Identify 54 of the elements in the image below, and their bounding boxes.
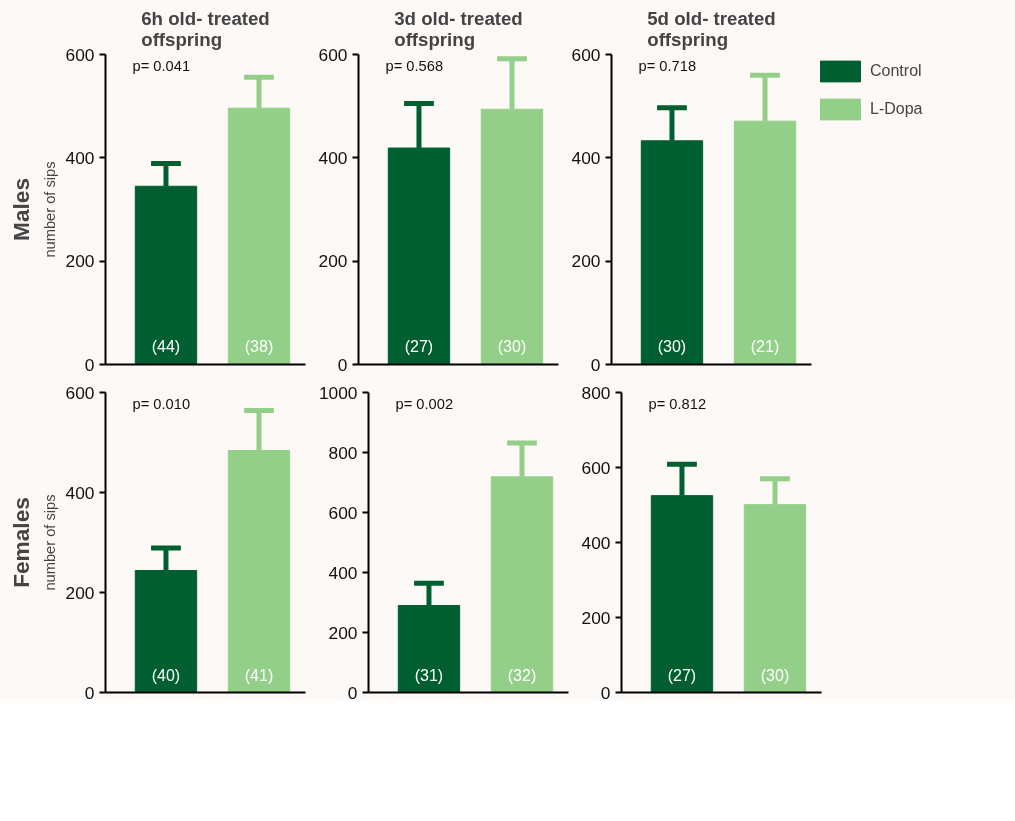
y-tick-label: 200 bbox=[65, 251, 95, 272]
y-tick-label: 400 bbox=[328, 562, 358, 583]
y-axis-title: number of sips bbox=[41, 494, 58, 591]
y-tick-label: 200 bbox=[65, 582, 95, 603]
annotation: (32) bbox=[507, 666, 537, 684]
annotation: (27) bbox=[404, 338, 434, 356]
annotation: (30) bbox=[497, 338, 527, 356]
y-tick-label: 400 bbox=[571, 147, 601, 168]
legend-label: Control bbox=[870, 62, 922, 80]
chart-title: 5d old- treated offspring bbox=[647, 7, 776, 50]
y-tick-label: 400 bbox=[581, 532, 611, 553]
annotation: p= 0.002 bbox=[395, 395, 454, 412]
chart-title: 6h old- treated offspring bbox=[141, 7, 270, 50]
y-tick-label: 800 bbox=[581, 382, 611, 403]
annotation: (40) bbox=[151, 666, 181, 684]
annotation: p= 0.010 bbox=[132, 395, 191, 412]
annotation: p= 0.568 bbox=[385, 57, 444, 74]
text: Males bbox=[7, 178, 34, 241]
y-tick-label: 0 bbox=[84, 682, 95, 703]
y-tick-label: 200 bbox=[581, 607, 611, 628]
y-tick-label: 600 bbox=[65, 44, 95, 65]
y-tick-label: 400 bbox=[318, 147, 348, 168]
y-tick-label: 1000 bbox=[318, 382, 358, 403]
y-tick-label: 800 bbox=[328, 442, 358, 463]
y-tick-label: 600 bbox=[318, 44, 348, 65]
annotation: (21) bbox=[750, 338, 780, 356]
y-tick-label: 200 bbox=[328, 622, 358, 643]
annotation: (44) bbox=[151, 338, 181, 356]
annotation: (38) bbox=[244, 338, 274, 356]
y-tick-label: 0 bbox=[84, 354, 95, 375]
text: Females bbox=[7, 497, 34, 588]
legend-label: L-Dopa bbox=[870, 100, 923, 118]
y-tick-label: 0 bbox=[337, 354, 348, 375]
y-tick-label: 600 bbox=[581, 457, 611, 478]
annotation: (41) bbox=[244, 666, 274, 684]
y-tick-label: 600 bbox=[65, 382, 95, 403]
y-tick-label: 200 bbox=[571, 251, 601, 272]
chart-title: 3d old- treated offspring bbox=[394, 7, 523, 50]
y-tick-label: 0 bbox=[600, 682, 611, 703]
y-tick-label: 600 bbox=[328, 502, 358, 523]
annotation: (31) bbox=[414, 666, 444, 684]
y-tick-label: 600 bbox=[571, 44, 601, 65]
annotation: (27) bbox=[667, 666, 697, 684]
y-tick-label: 400 bbox=[65, 147, 95, 168]
annotation: p= 0.718 bbox=[638, 57, 697, 74]
annotation: (30) bbox=[657, 338, 687, 356]
annotation: p= 0.812 bbox=[648, 395, 707, 412]
y-tick-label: 400 bbox=[65, 482, 95, 503]
annotation: (30) bbox=[760, 666, 790, 684]
y-tick-label: 200 bbox=[318, 251, 348, 272]
y-tick-label: 0 bbox=[347, 682, 358, 703]
annotation: p= 0.041 bbox=[132, 57, 191, 74]
y-tick-label: 0 bbox=[590, 354, 601, 375]
y-axis-title: number of sips bbox=[41, 161, 58, 258]
